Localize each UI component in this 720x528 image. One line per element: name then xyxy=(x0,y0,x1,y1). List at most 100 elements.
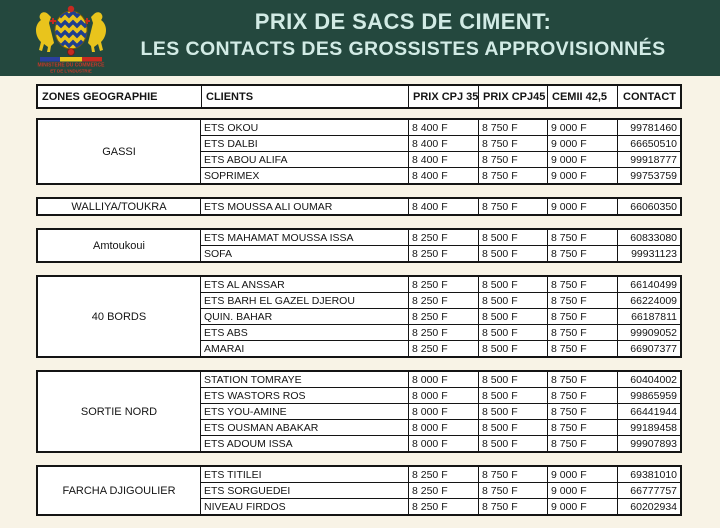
client-name-cell: QUIN. BAHAR xyxy=(204,310,273,323)
price-cpj45-cell: 8 750 F xyxy=(478,499,547,514)
price-cemii-cell: 9 000 F xyxy=(547,120,617,135)
price-cpj35-cell: 8 400 F xyxy=(408,120,478,135)
contact-cell: 99189458 xyxy=(617,420,680,435)
price-cpj45-cell: 8 500 F xyxy=(478,420,547,435)
client-name-cell: ETS YOU-AMINE xyxy=(204,405,287,418)
price-cemii-cell: 8 750 F xyxy=(547,293,617,308)
client-name-cell: ETS AL ANSSAR xyxy=(204,278,285,291)
client-name-cell: AMARAI xyxy=(204,342,245,355)
price-cemii-cell: 8 750 F xyxy=(547,404,617,419)
title-line-1: PRIX DE SACS DE CIMENT: xyxy=(254,9,552,34)
price-cpj45-cell: 8 500 F xyxy=(478,246,547,261)
price-cpj45-cell: 8 500 F xyxy=(478,388,547,403)
price-cemii-cell: 8 750 F xyxy=(547,277,617,292)
price-cpj35-cell: 8 250 F xyxy=(408,309,478,324)
client-name-cell: ETS ABS xyxy=(204,326,248,339)
contact-cell: 66907377 xyxy=(617,341,680,356)
zone-label: SORTIE NORD xyxy=(38,372,201,451)
poster-title: PRIX DE SACS DE CIMENT: LES CONTACTS DES… xyxy=(100,7,706,63)
price-cpj45-cell: 8 750 F xyxy=(478,168,547,183)
client-name-cell: ETS OUSMAN ABAKAR xyxy=(204,421,319,434)
contact-cell: 60202934 xyxy=(617,499,680,514)
price-cemii-cell: 9 000 F xyxy=(547,499,617,514)
price-cemii-cell: 8 750 F xyxy=(547,341,617,356)
contact-cell: 99865959 xyxy=(617,388,680,403)
contact-cell: 66187811 xyxy=(617,309,680,324)
zone-label: FARCHA DJIGOULIER xyxy=(38,467,201,514)
client-name-cell: ETS WASTORS ROS xyxy=(204,389,306,402)
col-header-contact: CONTACT xyxy=(617,86,680,107)
price-cemii-cell: 8 750 F xyxy=(547,309,617,324)
contact-cell: 66441944 xyxy=(617,404,680,419)
price-cemii-cell: 9 000 F xyxy=(547,483,617,498)
contact-cell: 60833080 xyxy=(617,230,680,245)
contact-cell: 60404002 xyxy=(617,372,680,387)
client-name-cell: ETS BARH EL GAZEL DJEROU xyxy=(204,294,355,307)
title-line-2: LES CONTACTS DES GROSSISTES APPROVISIONN… xyxy=(140,38,666,60)
price-cemii-cell: 9 000 F xyxy=(547,168,617,183)
cement-price-poster: { "header": { "title_line1": "PRIX DE SA… xyxy=(0,0,720,516)
contact-cell: 99918777 xyxy=(617,152,680,167)
contact-cell: 66060350 xyxy=(617,199,680,214)
chad-coat-of-arms-icon: MINISTERE DU COMMERCE ET DE L'INDUSTRIE xyxy=(36,5,106,74)
client-name-cell: ETS DALBI xyxy=(204,137,258,150)
price-cemii-cell: 8 750 F xyxy=(547,388,617,403)
price-cemii-cell: 8 750 F xyxy=(547,436,617,451)
contact-cell: 66650510 xyxy=(617,136,680,151)
col-header-cemii: CEMII 42,5 xyxy=(547,86,617,107)
zone-label: Amtoukoui xyxy=(38,230,201,261)
price-cemii-cell: 9 000 F xyxy=(547,152,617,167)
price-cpj45-cell: 8 750 F xyxy=(478,152,547,167)
contact-cell: 66140499 xyxy=(617,277,680,292)
price-cpj45-cell: 8 750 F xyxy=(478,120,547,135)
price-cpj35-cell: 8 250 F xyxy=(408,483,478,498)
price-cpj45-cell: 8 750 F xyxy=(478,136,547,151)
price-cpj35-cell: 8 250 F xyxy=(408,230,478,245)
client-name-cell: ETS ABOU ALIFA xyxy=(204,153,288,166)
price-cpj35-cell: 8 250 F xyxy=(408,293,478,308)
price-cpj35-cell: 8 000 F xyxy=(408,436,478,451)
price-cemii-cell: 8 750 F xyxy=(547,420,617,435)
price-cpj45-cell: 8 750 F xyxy=(478,483,547,498)
price-cpj45-cell: 8 750 F xyxy=(478,467,547,482)
price-cpj45-cell: 8 500 F xyxy=(478,309,547,324)
price-cpj45-cell: 8 500 F xyxy=(478,325,547,340)
contact-cell: 69381010 xyxy=(617,467,680,482)
price-table: ZONES GEOGRAPHIE CLIENTS PRIX CPJ 35 PRI… xyxy=(36,84,682,528)
price-cpj35-cell: 8 400 F xyxy=(408,152,478,167)
client-name-cell: NIVEAU FIRDOS xyxy=(204,500,286,513)
contact-cell: 99907893 xyxy=(617,436,680,451)
price-cpj35-cell: 8 250 F xyxy=(408,341,478,356)
price-cpj45-cell: 8 500 F xyxy=(478,277,547,292)
price-cpj45-cell: 8 500 F xyxy=(478,230,547,245)
price-cpj35-cell: 8 250 F xyxy=(408,499,478,514)
price-cpj35-cell: 8 000 F xyxy=(408,404,478,419)
price-cpj35-cell: 8 000 F xyxy=(408,372,478,387)
zone-group: WALLIYA/TOUKRA ETS MOUSSA ALI OUMAR 8 400 … xyxy=(36,197,682,216)
contact-cell: 66777757 xyxy=(617,483,680,498)
